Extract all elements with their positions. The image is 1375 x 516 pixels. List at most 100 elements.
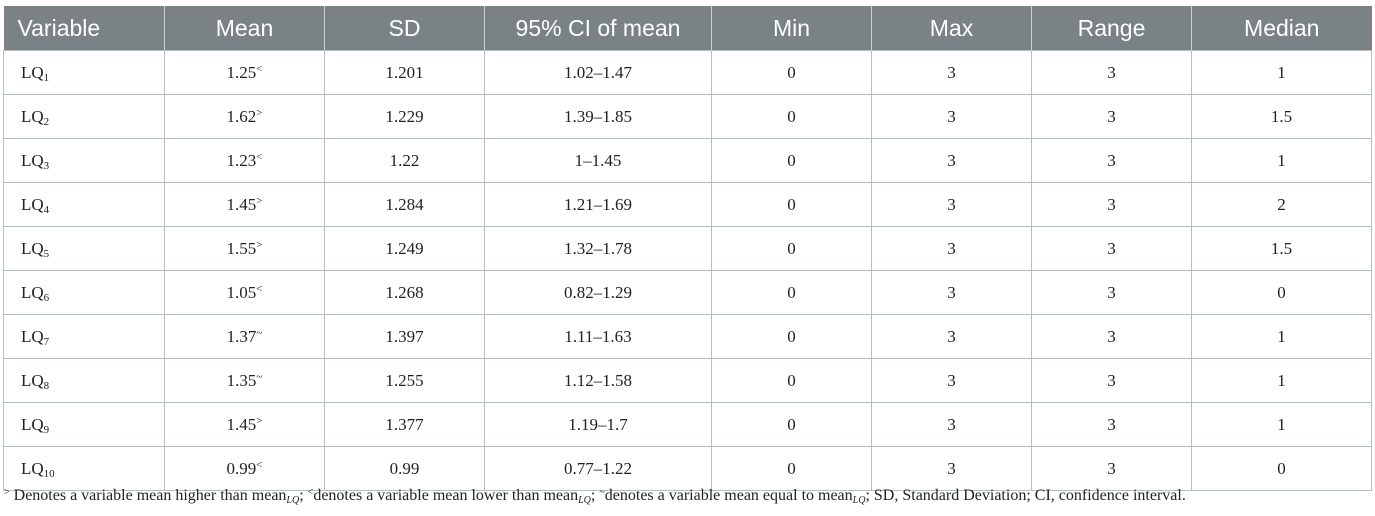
cell-min: 0	[711, 314, 872, 359]
cell-variable: LQ5	[3, 226, 165, 271]
mean-value: 1.05	[226, 282, 257, 302]
header-max: Max	[871, 6, 1032, 51]
variable-base: LQ	[21, 238, 44, 258]
cell-max: 3	[871, 94, 1032, 139]
table-row: LQ7 1.37~ 1.397 1.11–1.63 0 3 3 1	[3, 314, 1372, 359]
cell-max: 3	[871, 50, 1032, 95]
cell-mean: 1.05<	[164, 270, 325, 315]
cell-median: 2	[1191, 182, 1372, 227]
cell-min: 0	[711, 226, 872, 271]
stats-table-container: Variable Mean SD 95% CI of mean Min Max …	[3, 6, 1372, 491]
cell-sd: 0.99	[324, 446, 485, 491]
variable-base: LQ	[21, 370, 44, 390]
cell-sd: 1.255	[324, 358, 485, 403]
cell-range: 3	[1031, 138, 1192, 183]
table-row: LQ2 1.62> 1.229 1.39–1.85 0 3 3 1.5	[3, 94, 1372, 139]
cell-ci: 1.02–1.47	[484, 50, 712, 95]
mean-value: 1.55	[226, 238, 257, 258]
cell-ci: 1.11–1.63	[484, 314, 712, 359]
footnote-subscript-lq: LQ	[578, 495, 591, 506]
cell-min: 0	[711, 94, 872, 139]
variable-subscript: 10	[43, 467, 55, 480]
cell-sd: 1.397	[324, 314, 485, 359]
cell-max: 3	[871, 402, 1032, 447]
cell-median: 1	[1191, 314, 1372, 359]
cell-sd: 1.201	[324, 50, 485, 95]
cell-mean: 1.25<	[164, 50, 325, 95]
footnote-subscript-lq: LQ	[286, 495, 300, 506]
mean-marker: <	[256, 62, 263, 75]
variable-subscript: 5	[43, 247, 50, 260]
table-row: LQ10 0.99< 0.99 0.77–1.22 0 3 3 0	[3, 446, 1372, 491]
cell-mean: 1.37~	[164, 314, 325, 359]
cell-ci: 1.32–1.78	[484, 226, 712, 271]
cell-range: 3	[1031, 226, 1192, 271]
mean-marker: >	[256, 194, 263, 207]
cell-variable: LQ8	[3, 358, 165, 403]
cell-ci: 1.12–1.58	[484, 358, 712, 403]
cell-range: 3	[1031, 314, 1192, 359]
mean-marker: >	[256, 414, 263, 427]
footnote-text-lower: denotes a variable mean lower than mean	[313, 487, 579, 504]
cell-sd: 1.268	[324, 270, 485, 315]
header-median: Median	[1191, 6, 1372, 51]
cell-median: 0	[1191, 270, 1372, 315]
cell-mean: 0.99<	[164, 446, 325, 491]
table-row: LQ9 1.45> 1.377 1.19–1.7 0 3 3 1	[3, 402, 1372, 447]
footnote-text-equal: denotes a variable mean equal to mean	[604, 487, 853, 504]
cell-variable: LQ1	[3, 50, 165, 95]
cell-mean: 1.55>	[164, 226, 325, 271]
mean-marker: ~	[256, 370, 263, 383]
cell-variable: LQ4	[3, 182, 165, 227]
cell-ci: 0.77–1.22	[484, 446, 712, 491]
cell-min: 0	[711, 446, 872, 491]
table-row: LQ8 1.35~ 1.255 1.12–1.58 0 3 3 1	[3, 358, 1372, 403]
cell-range: 3	[1031, 270, 1192, 315]
footnote-text-higher: Denotes a variable mean higher than mean	[9, 487, 287, 504]
cell-median: 1	[1191, 50, 1372, 95]
cell-max: 3	[871, 270, 1032, 315]
cell-ci: 1.19–1.7	[484, 402, 712, 447]
table-row: LQ6 1.05< 1.268 0.82–1.29 0 3 3 0	[3, 270, 1372, 315]
mean-value: 0.99	[226, 458, 257, 478]
cell-sd: 1.249	[324, 226, 485, 271]
variable-subscript: 4	[43, 203, 50, 216]
cell-ci: 0.82–1.29	[484, 270, 712, 315]
cell-sd: 1.377	[324, 402, 485, 447]
footnote-separator: ;	[590, 487, 600, 504]
table-row: LQ1 1.25< 1.201 1.02–1.47 0 3 3 1	[3, 50, 1372, 95]
cell-range: 3	[1031, 402, 1192, 447]
cell-median: 1.5	[1191, 94, 1372, 139]
variable-base: LQ	[21, 106, 44, 126]
cell-variable: LQ10	[3, 446, 165, 491]
variable-subscript: 3	[43, 159, 50, 172]
cell-mean: 1.35~	[164, 358, 325, 403]
table-row: LQ3 1.23< 1.22 1–1.45 0 3 3 1	[3, 138, 1372, 183]
cell-mean: 1.62>	[164, 94, 325, 139]
mean-value: 1.45	[226, 194, 257, 214]
mean-marker: >	[256, 106, 263, 119]
cell-variable: LQ9	[3, 402, 165, 447]
variable-subscript: 9	[43, 423, 50, 436]
table-row: LQ5 1.55> 1.249 1.32–1.78 0 3 3 1.5	[3, 226, 1372, 271]
cell-mean: 1.45>	[164, 182, 325, 227]
cell-max: 3	[871, 226, 1032, 271]
cell-min: 0	[711, 50, 872, 95]
cell-max: 3	[871, 358, 1032, 403]
footnote-separator: ;	[299, 487, 308, 504]
cell-max: 3	[871, 314, 1032, 359]
footnote-mark-equal: ~	[599, 487, 605, 498]
mean-marker: >	[256, 238, 263, 251]
cell-min: 0	[711, 138, 872, 183]
cell-min: 0	[711, 402, 872, 447]
mean-value: 1.45	[226, 414, 257, 434]
table-body: LQ1 1.25< 1.201 1.02–1.47 0 3 3 1 LQ2 1.…	[3, 50, 1372, 491]
header-variable: Variable	[3, 6, 165, 51]
cell-median: 1	[1191, 138, 1372, 183]
header-mean: Mean	[164, 6, 325, 51]
cell-max: 3	[871, 446, 1032, 491]
header-sd: SD	[324, 6, 485, 51]
footnote-subscript-lq: LQ	[852, 495, 866, 506]
mean-marker: <	[256, 458, 263, 471]
table-row: LQ4 1.45> 1.284 1.21–1.69 0 3 3 2	[3, 182, 1372, 227]
